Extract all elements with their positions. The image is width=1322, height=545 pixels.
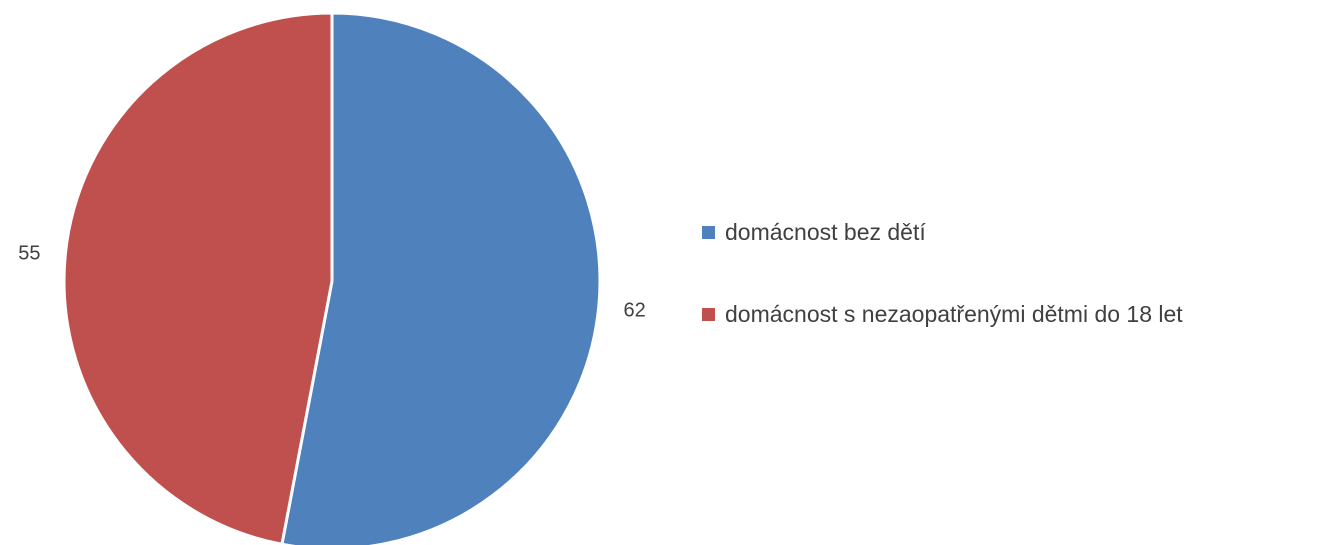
slice-no-children [280,11,602,545]
legend-swatch-with-children [702,307,715,321]
legend-label-with-children: domácnost s nezaopatřenými dětmi do 18 l… [725,300,1183,327]
data-label-no-children: 62 [624,300,646,322]
legend-item-no-children: domácnost bez dětí [702,214,1183,250]
pie-data-labels: 62 55 [18,242,646,321]
legend-item-with-children: domácnost s nezaopatřenými dětmi do 18 l… [702,296,1183,332]
slice-with-children [62,11,334,545]
legend-swatch-no-children [702,225,715,239]
pie-slices [62,11,602,545]
data-label-with-children: 55 [18,242,40,264]
legend: domácnost bez dětí domácnost s nezaopatř… [702,214,1183,378]
legend-label-no-children: domácnost bez dětí [725,218,926,245]
